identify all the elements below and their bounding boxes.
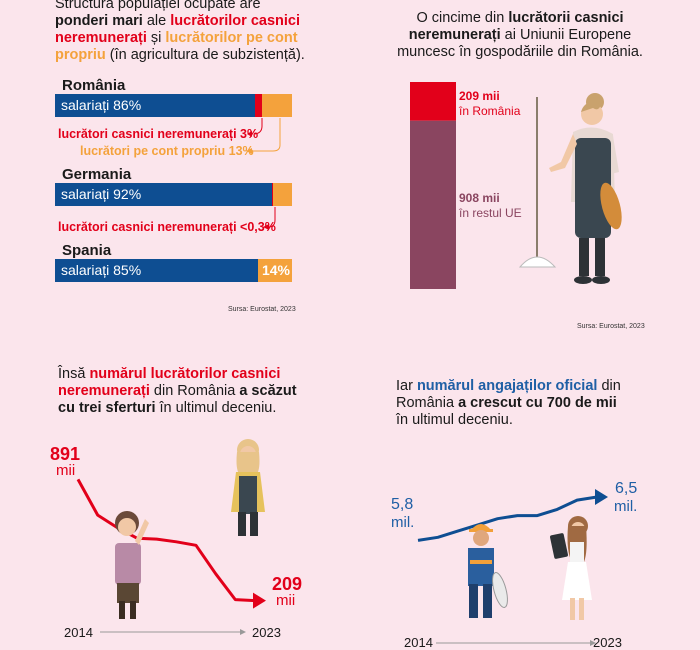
q3-title: Însă numărul lucrătorilor casnici neremu… [58,366,318,417]
line-x-end: 2023 [593,635,622,650]
line-end-unit: mil. [614,498,638,515]
country-label-germania: Germania [62,166,132,183]
q1-intro-line1: Structura populației ocupate are [55,0,261,12]
q3-text: în ultimul deceniu. [155,400,277,416]
bar-segment-cont-propriu [273,183,292,206]
q4-text: România [396,395,459,411]
label-ro-name: în România [459,104,521,118]
q3-emph: cu trei sferturi [58,400,156,416]
bar-segment-restul-ue [410,120,456,290]
q3-text: din România [149,383,240,399]
bar-label-cont-propriu: 14% [261,262,290,278]
line-start-unit: mii [56,462,76,479]
q4-text: în ultimul deceniu. [396,412,513,428]
bar-segment-casnici [254,94,262,117]
woman-with-apron-icon [231,439,265,536]
line-chart-employees [417,489,608,646]
q1-emph: ponderi mari [55,13,143,29]
bar-segment-salariati [55,94,255,117]
line-x-end: 2023 [252,625,281,640]
q2-text: O cincime din [416,10,509,26]
label-rest-name: în restul UE [459,206,522,220]
woman-holding-paper-icon [115,511,149,619]
x-axis-arrow [590,640,596,646]
line-start-value: 5,8 [391,496,414,513]
label-cont-romania: lucrători pe cont propriu 13% [80,144,254,158]
line-end-value: 209 [272,574,303,594]
bar-segment-salariati [55,183,273,206]
q4-text: Iar [396,378,417,394]
q1-emph-red: neremunerați [55,30,147,46]
bar-label-salariati: salariați 86% [61,97,142,113]
q1-text: ale [142,13,171,29]
q1-text: (în agricultura de subzistență). [105,47,305,63]
bar-romania: salariați 86% [55,94,292,117]
q3-text: Însă [58,366,90,382]
line-end-unit: mii [276,592,296,609]
bar-segment-cont-propriu [261,94,292,117]
q3-emph: a scăzut [239,383,297,399]
line-series [76,478,256,603]
bar-segment-casnici [272,183,274,206]
q1-intro: Structura populației ocupate are ponderi… [55,0,335,64]
line-start-unit: mil. [391,514,415,531]
bar-segment-salariati [55,259,259,282]
label-rest-value: 908 mii [459,191,500,205]
q4-emph: a crescut cu 700 de mii [458,395,617,411]
bar-segment-cont-propriu [258,259,292,282]
q4-emph-blue: numărul angajaților oficial [416,378,598,394]
woman-with-broom-icon [518,93,622,284]
q2-title: O cincime din lucrătorii casnici neremun… [355,10,685,61]
q1-text: și [146,30,166,46]
label-casnici-romania: lucrători casnici neremunerați 3% [58,127,259,141]
q4-text: din [597,378,621,394]
q2-emph: neremunerați [408,27,501,43]
q2-source: Sursa: Eurostat, 2023 [577,323,645,330]
line-x-start: 2014 [64,625,93,640]
label-casnici-germania: lucrători casnici neremunerați <0,3% [58,220,276,234]
q2-text: ai Uniunii Europene [500,27,632,43]
arrow-right-icon [253,592,266,609]
line-series [417,495,598,542]
q2-text: muncesc în gospodăriile din România. [397,44,643,60]
label-ro-value: 209 mii [459,89,500,103]
country-label-spania: Spania [62,242,112,259]
country-label-romania: România [62,77,126,94]
bar-label-salariati: salariați 85% [61,262,142,278]
q1-source: Sursa: Eurostat, 2023 [228,306,296,313]
q1-emph-orange: propriu [55,47,106,63]
woman-with-tablet-icon [550,516,592,620]
bar-segment-romania [410,82,456,121]
x-axis-arrow [240,629,246,635]
line-chart-romania [76,478,266,635]
line-end-value: 6,5 [615,480,638,497]
line-start-value: 891 [50,444,81,464]
construction-worker-icon [468,524,508,618]
q2-emph: lucrătorii casnici [508,10,624,26]
line-x-start: 2014 [404,635,433,650]
q4-title: Iar numărul angajaților oficial din Româ… [396,378,676,429]
q1-emph-red: lucrătorilor casnici [170,13,300,29]
bar-spania: salariați 85% 14% [55,259,292,282]
eu-stacked-bar [410,82,456,290]
bar-germania: salariați 92% [55,183,292,206]
bar-label-salariati: salariați 92% [61,186,142,202]
q3-emph-red: numărul lucrătorilor casnici [89,366,281,382]
q3-emph-red: neremunerați [58,383,150,399]
arrow-right-icon [595,489,608,505]
q1-emph-orange: lucrătorilor pe cont [165,30,298,46]
